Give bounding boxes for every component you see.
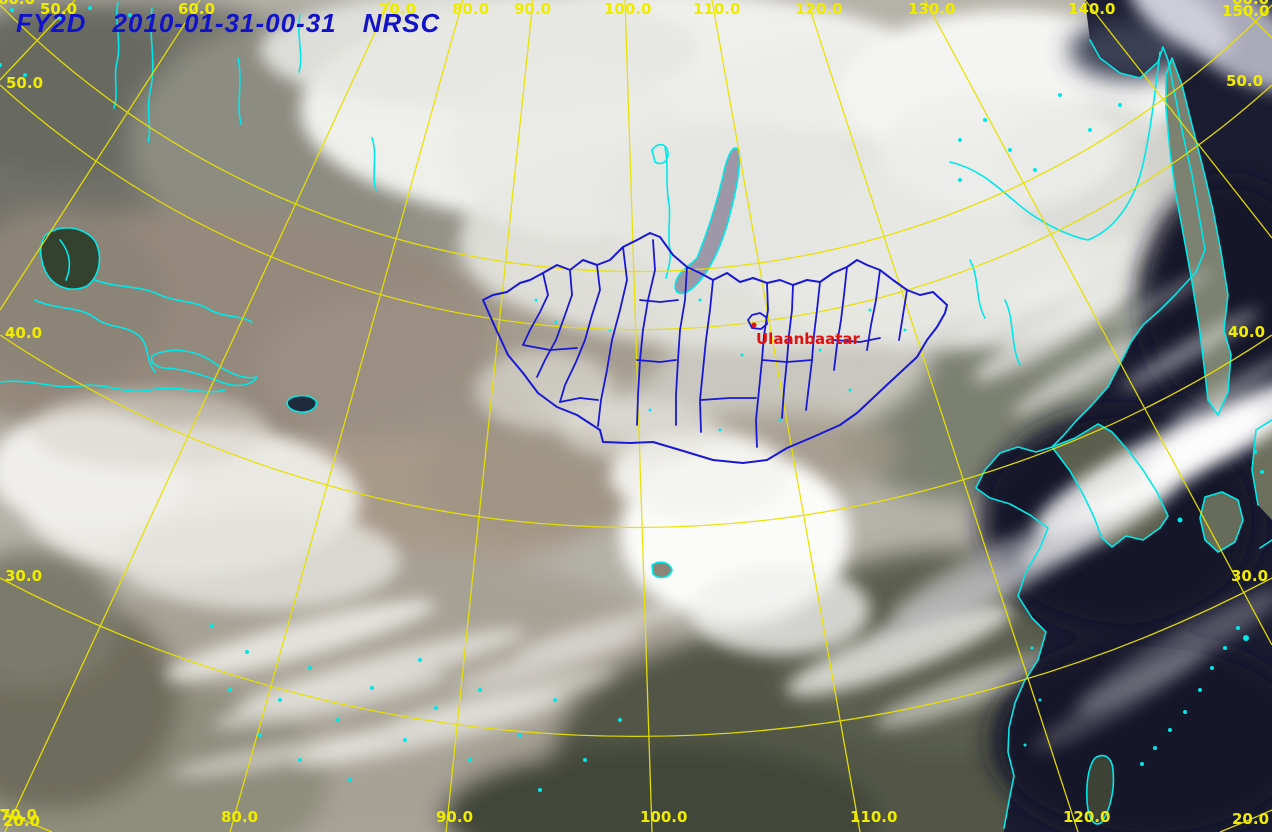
siberian-river-4 <box>371 137 377 191</box>
siberian-river-3 <box>237 57 242 125</box>
grid-label: 110.0 <box>850 808 898 826</box>
angara-river <box>664 147 671 279</box>
agency-name: NRSC <box>362 8 441 38</box>
grid-label: 70.0 <box>0 806 38 824</box>
taiwan-coastline <box>1086 754 1115 825</box>
meridian-80e <box>229 0 464 832</box>
grid-label: 50.0 <box>6 74 44 92</box>
water-specks <box>0 6 1264 792</box>
parallel-50n <box>0 84 1272 331</box>
kyushu-land <box>1200 492 1243 552</box>
grid-label: 40.0 <box>5 324 43 342</box>
satellite-name: FY2D <box>16 8 87 38</box>
grid-label: 110.0 <box>693 0 741 18</box>
meridian-70e <box>4 0 391 832</box>
grid-label: 20.0 <box>3 812 41 830</box>
grid-label: 70.0 <box>379 0 417 18</box>
sakhalin-coastline <box>1165 57 1232 416</box>
bratsk-reservoir <box>651 143 669 165</box>
grid-label: 40.0 <box>1228 323 1266 341</box>
grid-label: 50.0 <box>1226 72 1264 90</box>
grid-label: 90.0 <box>514 0 552 18</box>
siberian-river-1 <box>113 1 120 109</box>
image-timestamp: 2010-01-31-00-31 <box>112 8 337 38</box>
cloud-layer <box>0 0 1190 778</box>
kazakh-river-1 <box>0 380 226 393</box>
meridian-150e <box>1232 0 1272 39</box>
grid-label: 150.0 <box>1222 2 1270 20</box>
qinghai-lake <box>651 561 673 579</box>
grid-label: 60.0 <box>178 0 216 18</box>
kazakh-river-2 <box>34 299 156 373</box>
ne-china-river-2 <box>969 259 986 319</box>
meridian-140e <box>1084 0 1272 239</box>
grid-label: 60.0 <box>1232 0 1269 8</box>
grid-label: 80.0 <box>452 0 490 18</box>
lake-baikal <box>674 147 741 295</box>
province-boundaries <box>522 239 908 448</box>
siberian-river-5 <box>298 14 302 73</box>
grid-label: 30.0 <box>5 567 43 585</box>
grid-label: 30.0 <box>1231 567 1269 585</box>
meridian-130e <box>924 0 1272 646</box>
sakhalin-island <box>1166 58 1231 415</box>
grid-label: 120.0 <box>1063 808 1111 826</box>
aral-inner <box>59 239 71 281</box>
grid-label: 120.0 <box>795 0 843 18</box>
grid-label: 100.0 <box>604 0 652 18</box>
grid-label: 100.0 <box>640 808 688 826</box>
parallel-30n <box>0 577 1272 738</box>
syrdarya-river <box>94 279 253 323</box>
meridian-100e <box>624 0 653 832</box>
amur-river <box>949 51 1161 241</box>
aral-sea <box>39 227 101 290</box>
meridian-60e <box>0 0 201 311</box>
meridian-120e <box>806 0 1079 832</box>
honshu-coastline <box>1251 419 1272 549</box>
city-label: Ulaanbaatar <box>756 330 860 348</box>
grid-label: 60.0 <box>0 0 35 8</box>
mongolia-boundary-layer <box>482 232 948 464</box>
lake-issykkul <box>286 394 318 413</box>
parallel-40n <box>0 334 1272 529</box>
grid-label: 20.0 <box>1232 810 1270 828</box>
ulaanbaatar-marker <box>751 322 757 328</box>
grid-label: 50.0 <box>40 0 78 18</box>
grid-label: 80.0 <box>221 808 259 826</box>
meridian-50e <box>0 0 76 81</box>
meridian-110e <box>711 0 861 832</box>
grid-label: 130.0 <box>908 0 956 18</box>
parallel-60n <box>0 4 1272 273</box>
grid-label: 140.0 <box>1068 0 1116 18</box>
meridian-90e <box>445 0 534 832</box>
image-title: FY2D 2010-01-31-00-31 NRSC <box>16 8 466 39</box>
lake-balkhash <box>150 349 258 387</box>
kyushu-coastline <box>1199 491 1244 553</box>
taiwan-island <box>1086 755 1114 824</box>
ne-china-river-1 <box>1004 299 1021 366</box>
ulaanbaatar-province <box>747 312 768 330</box>
grid-label: 90.0 <box>436 808 474 826</box>
korea-coastline <box>1051 423 1169 548</box>
